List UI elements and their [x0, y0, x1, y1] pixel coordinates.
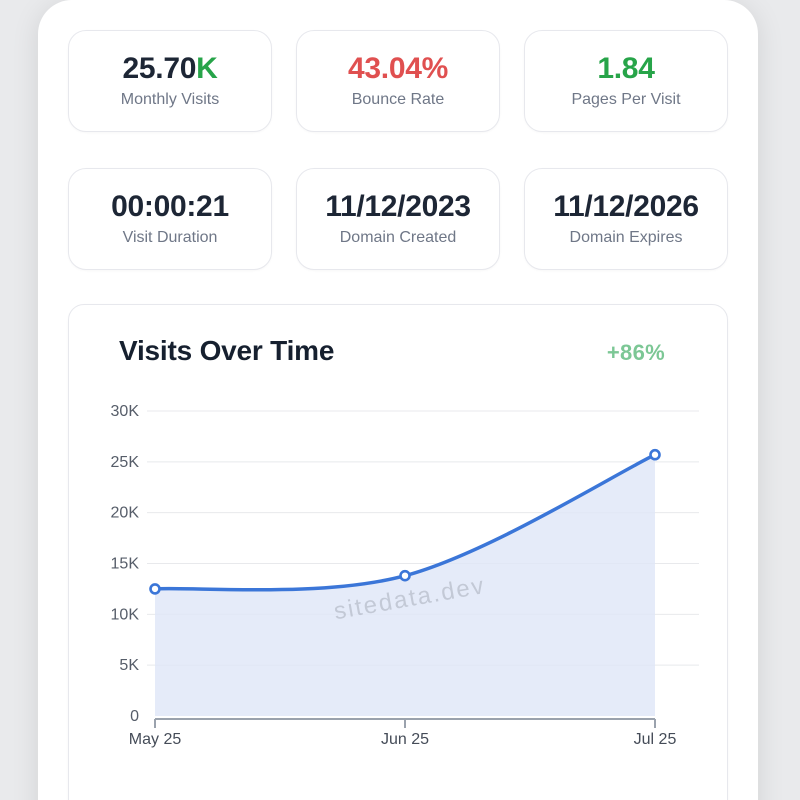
stat-value-number: 11/12/2026: [553, 190, 699, 223]
stat-value-number: 11/12/2023: [325, 190, 471, 223]
stat-value-number: 25.70: [122, 52, 197, 85]
stats-grid: 25.70K Monthly Visits 43.04% Bounce Rate…: [68, 30, 728, 270]
x-tick-label: Jun 25: [381, 731, 429, 748]
stat-value: 11/12/2026: [553, 192, 699, 222]
y-tick-label: 20K: [111, 505, 140, 522]
stat-value: 00:00:21: [111, 192, 229, 222]
stat-value: 11/12/2023: [325, 192, 471, 222]
stat-value-number: 1.84: [597, 52, 655, 85]
y-tick-label: 30K: [111, 403, 140, 420]
stat-label: Visit Duration: [122, 229, 218, 246]
stat-card-bounce-rate: 43.04% Bounce Rate: [296, 30, 500, 132]
chart-change-badge: +86%: [606, 340, 665, 365]
stat-label: Bounce Rate: [351, 91, 445, 108]
stat-value: 43.04%: [348, 54, 448, 84]
stat-value: 25.70K: [123, 54, 218, 84]
main-panel: 25.70K Monthly Visits 43.04% Bounce Rate…: [38, 0, 758, 800]
chart-title: Visits Over Time: [119, 335, 335, 366]
data-point: [649, 448, 661, 461]
area-fill: [155, 454, 655, 716]
y-tick-label: 25K: [111, 454, 140, 471]
stat-label: Pages Per Visit: [571, 91, 681, 108]
y-tick-label: 0: [130, 708, 139, 725]
stat-card-pages-per-visit: 1.84 Pages Per Visit: [524, 30, 728, 132]
stat-label: Domain Created: [339, 229, 457, 246]
visits-over-time-card: Visits Over Time +86% 0 5K 10K 15K 20K 25K 30K…: [68, 304, 728, 800]
stat-label: Domain Expires: [569, 229, 683, 246]
stat-label: Monthly Visits: [120, 91, 220, 108]
stat-card-domain-created: 11/12/2023 Domain Created: [296, 168, 500, 270]
y-tick-label: 15K: [111, 556, 140, 573]
stat-value-number: 43.04%: [348, 52, 448, 85]
stat-value-suffix: K: [196, 52, 218, 85]
y-tick-label: 5K: [119, 657, 139, 674]
x-tick-label: Jul 25: [634, 731, 677, 748]
stat-value: 1.84: [597, 52, 655, 85]
stat-card-domain-expires: 11/12/2026 Domain Expires: [524, 168, 728, 270]
stat-card-monthly-visits: 25.70K Monthly Visits: [68, 30, 272, 132]
data-point: [399, 569, 411, 582]
stat-value-number: 00:00:21: [111, 190, 229, 223]
data-point: [149, 583, 161, 595]
x-tick-label: May 25: [129, 731, 182, 748]
chart-header: Visits Over Time +86%: [69, 305, 727, 367]
stat-card-visit-duration: 00:00:21 Visit Duration: [68, 168, 272, 270]
y-tick-label: 10K: [111, 606, 140, 623]
